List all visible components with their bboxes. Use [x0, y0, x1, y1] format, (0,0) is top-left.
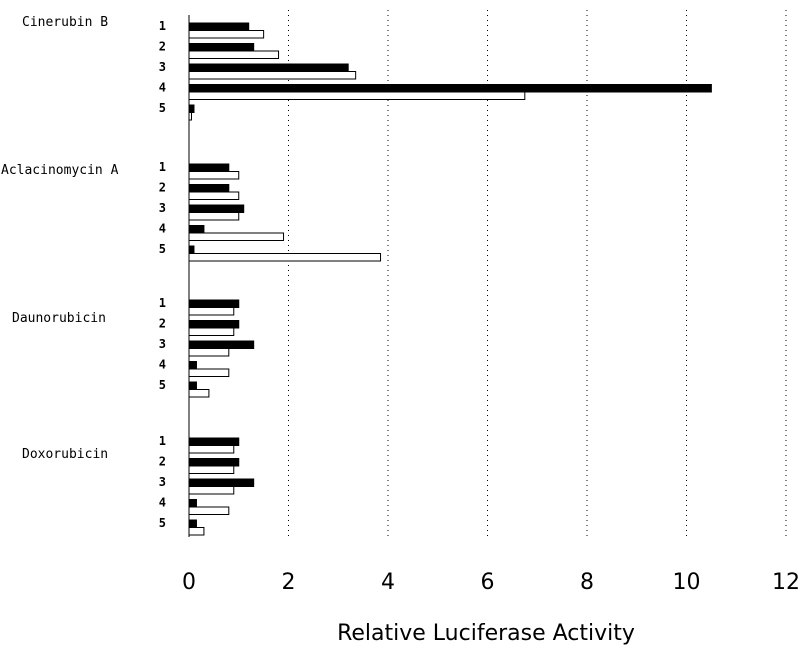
row-label: 3 [159, 201, 166, 215]
bar-open [188, 212, 240, 221]
bar-open [188, 232, 285, 241]
bar-open [188, 91, 526, 100]
row-label: 1 [159, 296, 166, 310]
x-axis-title: Relative Luciferase Activity [337, 621, 635, 646]
labels-layer: Cinerubin B 1 2 3 4 5 Aclacinomycin A 1 2 3 4 5 Daun… [1, 15, 166, 530]
bar-filled [188, 204, 245, 213]
row-label: 2 [159, 40, 166, 54]
row-label: 4 [159, 81, 166, 95]
x-tick-label-0: 0 [182, 570, 196, 595]
bar-open [188, 445, 235, 454]
row-label: 4 [159, 222, 166, 236]
row-label: 3 [159, 475, 166, 489]
bar-filled [188, 225, 205, 234]
x-tick-label-4: 4 [381, 570, 395, 595]
bar-open [188, 50, 280, 59]
group-label: Daunorubicin [12, 311, 106, 326]
bar-filled [188, 519, 197, 528]
row-label: 1 [159, 160, 166, 174]
row-label: 2 [159, 181, 166, 195]
row-label: 5 [159, 101, 166, 115]
row-label: 5 [159, 378, 166, 392]
group-label: Doxorubicin [22, 447, 108, 462]
row-label: 2 [159, 455, 166, 469]
bar-filled [188, 163, 230, 172]
bar-open [188, 486, 235, 495]
row-label: 1 [159, 434, 166, 448]
x-tick-label-8: 8 [580, 570, 594, 595]
bar-open [188, 112, 192, 121]
x-tick-label-12: 12 [772, 570, 799, 595]
bar-open [188, 327, 235, 336]
bar-filled [188, 299, 240, 308]
bar-open [188, 506, 230, 515]
bar-open [188, 527, 205, 536]
ticks-layer: 0 2 4 6 8 10 12 [182, 570, 799, 595]
bar-open [188, 389, 210, 398]
row-label: 1 [159, 19, 166, 33]
bar-filled [188, 340, 255, 349]
bar-filled [188, 104, 195, 113]
row-label: 3 [159, 337, 166, 351]
row-label: 5 [159, 242, 166, 256]
row-label: 2 [159, 317, 166, 331]
bar-filled [188, 43, 255, 52]
bar-filled [188, 63, 349, 72]
bar-filled [188, 22, 250, 31]
row-label: 5 [159, 516, 166, 530]
bar-filled [188, 437, 240, 446]
bar-filled [188, 245, 195, 254]
bar-open [188, 368, 230, 377]
bar-filled [188, 84, 712, 93]
bars-layer [188, 22, 712, 536]
bar-open [188, 171, 240, 180]
group-label: Aclacinomycin A [1, 163, 119, 178]
x-tick-label-2: 2 [282, 570, 296, 595]
bar-filled [188, 458, 240, 467]
bar-filled [188, 361, 197, 370]
bar-filled [188, 381, 197, 390]
bar-filled [188, 320, 240, 329]
bar-open [188, 465, 235, 474]
bar-filled [188, 478, 255, 487]
bar-open [188, 30, 265, 39]
bar-filled [188, 499, 197, 508]
x-tick-label-6: 6 [481, 570, 495, 595]
bar-open [188, 348, 230, 357]
x-tick-label-10: 10 [673, 570, 701, 595]
bar-open [188, 253, 382, 262]
group-label: Cinerubin B [22, 15, 108, 30]
bar-filled [188, 184, 230, 193]
bar-open [188, 191, 240, 200]
bar-open [188, 71, 357, 80]
bar-open [188, 307, 235, 316]
row-label: 3 [159, 60, 166, 74]
row-label: 4 [159, 358, 166, 372]
row-label: 4 [159, 496, 166, 510]
